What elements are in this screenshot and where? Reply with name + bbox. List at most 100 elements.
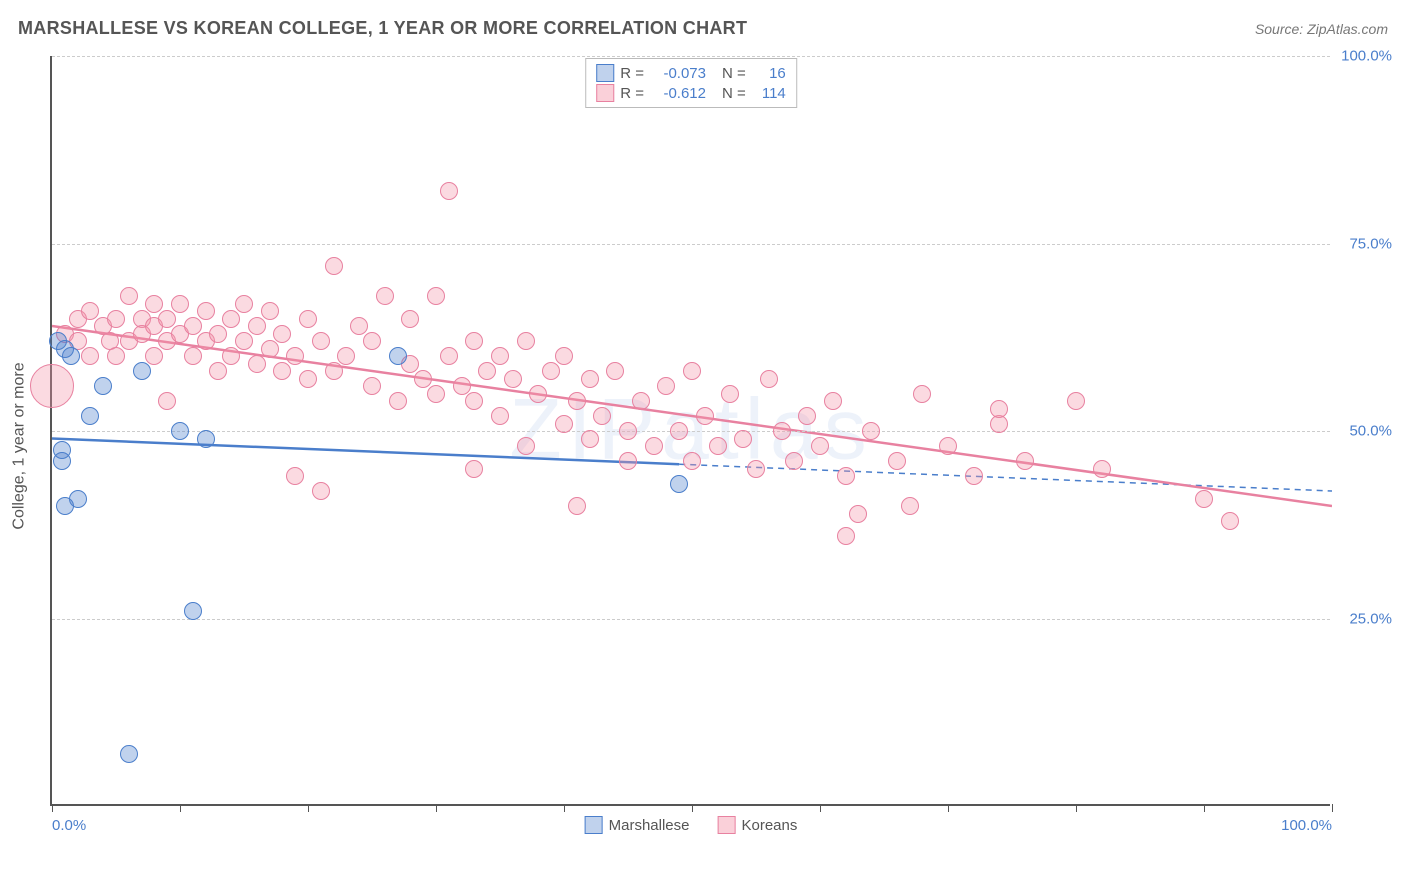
data-point — [389, 392, 407, 410]
y-tick-label: 100.0% — [1334, 48, 1392, 65]
data-point — [286, 467, 304, 485]
data-point — [120, 287, 138, 305]
y-tick-label: 50.0% — [1334, 423, 1392, 440]
grid-line — [52, 619, 1330, 620]
data-point — [337, 347, 355, 365]
data-point — [261, 340, 279, 358]
y-tick-label: 25.0% — [1334, 610, 1392, 627]
data-point — [158, 392, 176, 410]
data-point — [120, 745, 138, 763]
data-point — [888, 452, 906, 470]
data-point — [837, 527, 855, 545]
x-tick — [180, 804, 181, 812]
data-point — [133, 362, 151, 380]
data-point — [286, 347, 304, 365]
data-point — [1221, 512, 1239, 530]
stats-row: R =-0.073N =16 — [596, 63, 786, 83]
legend-item: Marshallese — [585, 816, 690, 834]
data-point — [657, 377, 675, 395]
legend-label: Koreans — [742, 817, 798, 834]
data-point — [94, 377, 112, 395]
x-tick — [948, 804, 949, 812]
data-point — [1195, 490, 1213, 508]
chart-wrap: ZIPatlas R =-0.073N =16R =-0.612N =114 M… — [50, 56, 1380, 836]
data-point — [376, 287, 394, 305]
data-point — [581, 370, 599, 388]
data-point — [81, 347, 99, 365]
chart-title: MARSHALLESE VS KOREAN COLLEGE, 1 YEAR OR… — [18, 18, 747, 39]
x-tick-label: 0.0% — [52, 817, 86, 834]
data-point — [158, 310, 176, 328]
data-point — [734, 430, 752, 448]
grid-line — [52, 244, 1330, 245]
y-axis-label-wrap: College, 1 year or more — [8, 0, 32, 892]
x-tick — [308, 804, 309, 812]
x-tick — [1332, 804, 1333, 812]
data-point — [30, 364, 74, 408]
n-label: N = — [722, 85, 746, 102]
data-point — [81, 407, 99, 425]
x-tick — [1076, 804, 1077, 812]
data-point — [273, 362, 291, 380]
data-point — [184, 317, 202, 335]
data-point — [939, 437, 957, 455]
data-point — [465, 332, 483, 350]
data-point — [209, 325, 227, 343]
grid-line — [52, 56, 1330, 57]
data-point — [414, 370, 432, 388]
data-point — [632, 392, 650, 410]
data-point — [1093, 460, 1111, 478]
data-point — [145, 295, 163, 313]
data-point — [913, 385, 931, 403]
data-point — [248, 317, 266, 335]
header-bar: MARSHALLESE VS KOREAN COLLEGE, 1 YEAR OR… — [18, 18, 1388, 39]
data-point — [171, 295, 189, 313]
data-point — [619, 452, 637, 470]
data-point — [453, 377, 471, 395]
data-point — [760, 370, 778, 388]
data-point — [491, 407, 509, 425]
stats-box: R =-0.073N =16R =-0.612N =114 — [585, 58, 797, 108]
data-point — [555, 415, 573, 433]
stats-swatch — [596, 84, 614, 102]
plot-area: ZIPatlas R =-0.073N =16R =-0.612N =114 M… — [50, 56, 1330, 806]
x-tick — [52, 804, 53, 812]
data-point — [568, 497, 586, 515]
data-point — [171, 422, 189, 440]
data-point — [107, 310, 125, 328]
data-point — [299, 370, 317, 388]
data-point — [145, 347, 163, 365]
x-tick — [820, 804, 821, 812]
data-point — [798, 407, 816, 425]
legend-swatch — [585, 816, 603, 834]
data-point — [389, 347, 407, 365]
legend-item: Koreans — [718, 816, 798, 834]
data-point — [107, 347, 125, 365]
data-point — [197, 302, 215, 320]
data-point — [427, 385, 445, 403]
data-point — [184, 602, 202, 620]
data-point — [401, 310, 419, 328]
data-point — [312, 482, 330, 500]
data-point — [683, 452, 701, 470]
data-point — [197, 430, 215, 448]
data-point — [696, 407, 714, 425]
data-point — [222, 310, 240, 328]
data-point — [581, 430, 599, 448]
data-point — [517, 437, 535, 455]
data-point — [478, 362, 496, 380]
data-point — [568, 392, 586, 410]
x-tick-label: 100.0% — [1281, 817, 1332, 834]
n-value: 114 — [752, 85, 786, 102]
data-point — [1016, 452, 1034, 470]
data-point — [465, 392, 483, 410]
n-value: 16 — [752, 65, 786, 82]
data-point — [235, 332, 253, 350]
data-point — [53, 441, 71, 459]
data-point — [491, 347, 509, 365]
data-point — [965, 467, 983, 485]
data-point — [261, 302, 279, 320]
legend-bottom: Marshallese Koreans — [585, 816, 798, 834]
x-tick — [692, 804, 693, 812]
data-point — [440, 182, 458, 200]
